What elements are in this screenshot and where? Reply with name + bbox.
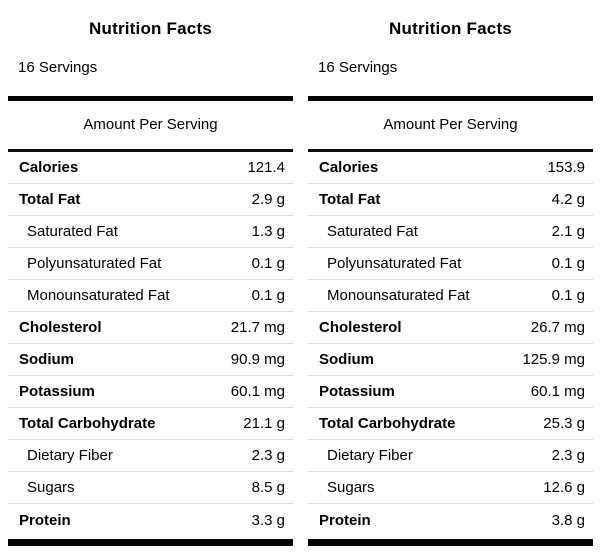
servings-count: 16 Servings [18,59,98,76]
nutrient-row: Total Fat 4.2 g [308,184,593,216]
nutrient-value: 1.3 g [251,223,285,240]
nutrient-row: Sodium 90.9 mg [8,344,293,376]
nutrient-row: Saturated Fat 2.1 g [308,216,593,248]
header-divider-bar [8,149,293,152]
nutrient-row: Monounsaturated Fat 0.1 g [308,280,593,312]
nutrient-name: Sugars [327,479,375,496]
nutrient-name: Sugars [27,479,75,496]
nutrient-name: Calories [319,159,379,176]
nutrient-row: Sodium 125.9 mg [308,344,593,376]
top-divider-bar [308,96,593,101]
nutrient-row: Potassium 60.1 mg [8,376,293,408]
nutrient-value: 21.1 g [243,415,285,432]
nutrient-value: 60.1 mg [530,383,585,400]
nutrient-name: Sodium [319,351,374,368]
nutrition-label-2: Nutrition Facts 16 Servings Amount Per S… [308,0,593,546]
nutrient-value: 60.1 mg [230,383,285,400]
nutrient-value: 0.1 g [551,255,585,272]
nutrient-value: 0.1 g [251,255,285,272]
nutrient-value: 0.1 g [551,287,585,304]
nutrient-row: Polyunsaturated Fat 0.1 g [308,248,593,280]
nutrient-name: Calories [19,159,79,176]
nutrient-row: Sugars 8.5 g [8,472,293,504]
nutrient-value: 2.1 g [551,223,585,240]
nutrient-name: Total Fat [19,191,81,208]
nutrient-row: Dietary Fiber 2.3 g [308,440,593,472]
nutrient-name: Potassium [19,383,95,400]
nutrient-value: 25.3 g [543,415,585,432]
amount-per-serving-header: Amount Per Serving [83,116,218,133]
top-divider-bar [8,96,293,101]
nutrient-value: 90.9 mg [230,351,285,368]
nutrient-name: Cholesterol [19,319,102,336]
nutrient-value: 2.3 g [251,447,285,464]
nutrient-row: Cholesterol 21.7 mg [8,312,293,344]
nutrient-value: 4.2 g [551,191,585,208]
nutrient-row: Protein 3.3 g [8,504,293,536]
header-divider-bar [308,149,593,152]
nutrition-label-1: Nutrition Facts 16 Servings Amount Per S… [8,0,293,546]
nutrient-name: Sodium [19,351,74,368]
amount-per-serving-header: Amount Per Serving [383,116,518,133]
nutrient-row: Polyunsaturated Fat 0.1 g [8,248,293,280]
nutrient-row: Dietary Fiber 2.3 g [8,440,293,472]
nutrient-name: Protein [319,511,371,529]
nutrient-value: 26.7 mg [530,319,585,336]
nutrient-name: Dietary Fiber [27,447,113,464]
nutrient-name: Total Fat [319,191,381,208]
nutrient-row: Protein 3.8 g [308,504,593,536]
nutrient-name: Monounsaturated Fat [327,287,470,304]
nutrient-value: 21.7 mg [230,319,285,336]
nutrient-name: Polyunsaturated Fat [327,255,462,272]
nutrient-row: Monounsaturated Fat 0.1 g [8,280,293,312]
nutrient-rows: Calories 153.9 Total Fat 4.2 g Saturated Fat… [308,152,593,536]
nutrient-row: Potassium 60.1 mg [308,376,593,408]
nutrient-name: Total Carbohydrate [319,415,456,432]
nutrient-row: Total Carbohydrate 21.1 g [8,408,293,440]
nutrient-value: 2.3 g [551,447,585,464]
nutrient-value: 12.6 g [543,479,585,496]
nutrient-row: Sugars 12.6 g [308,472,593,504]
bottom-divider-bar [308,539,593,546]
nutrient-row: Cholesterol 26.7 mg [308,312,593,344]
nutrient-name: Potassium [319,383,395,400]
nutrient-value: 8.5 g [251,479,285,496]
nutrient-value: 0.1 g [251,287,285,304]
nutrient-name: Cholesterol [319,319,402,336]
nutrient-value: 2.9 g [251,191,285,208]
nutrient-row: Calories 121.4 [8,152,293,184]
nutrient-name: Saturated Fat [327,223,418,240]
nutrient-row: Total Fat 2.9 g [8,184,293,216]
nutrient-value: 153.9 [547,159,585,176]
nutrient-row: Total Carbohydrate 25.3 g [308,408,593,440]
nutrient-name: Total Carbohydrate [19,415,156,432]
nutrient-row: Calories 153.9 [308,152,593,184]
nutrient-name: Polyunsaturated Fat [27,255,162,272]
nutrient-name: Saturated Fat [27,223,118,240]
servings-count: 16 Servings [318,59,398,76]
nutrient-name: Protein [19,511,71,529]
nutrient-name: Dietary Fiber [327,447,413,464]
nutrient-rows: Calories 121.4 Total Fat 2.9 g Saturated Fat… [8,152,293,536]
nutrition-facts-title: Nutrition Facts [389,19,512,38]
nutrient-name: Monounsaturated Fat [27,287,170,304]
nutrient-value: 121.4 [247,159,285,176]
bottom-divider-bar [8,539,293,546]
nutrient-row: Saturated Fat 1.3 g [8,216,293,248]
nutrient-value: 3.3 g [251,511,285,529]
nutrient-value: 3.8 g [551,511,585,529]
nutrition-facts-title: Nutrition Facts [89,19,212,38]
nutrient-value: 125.9 mg [522,351,585,368]
